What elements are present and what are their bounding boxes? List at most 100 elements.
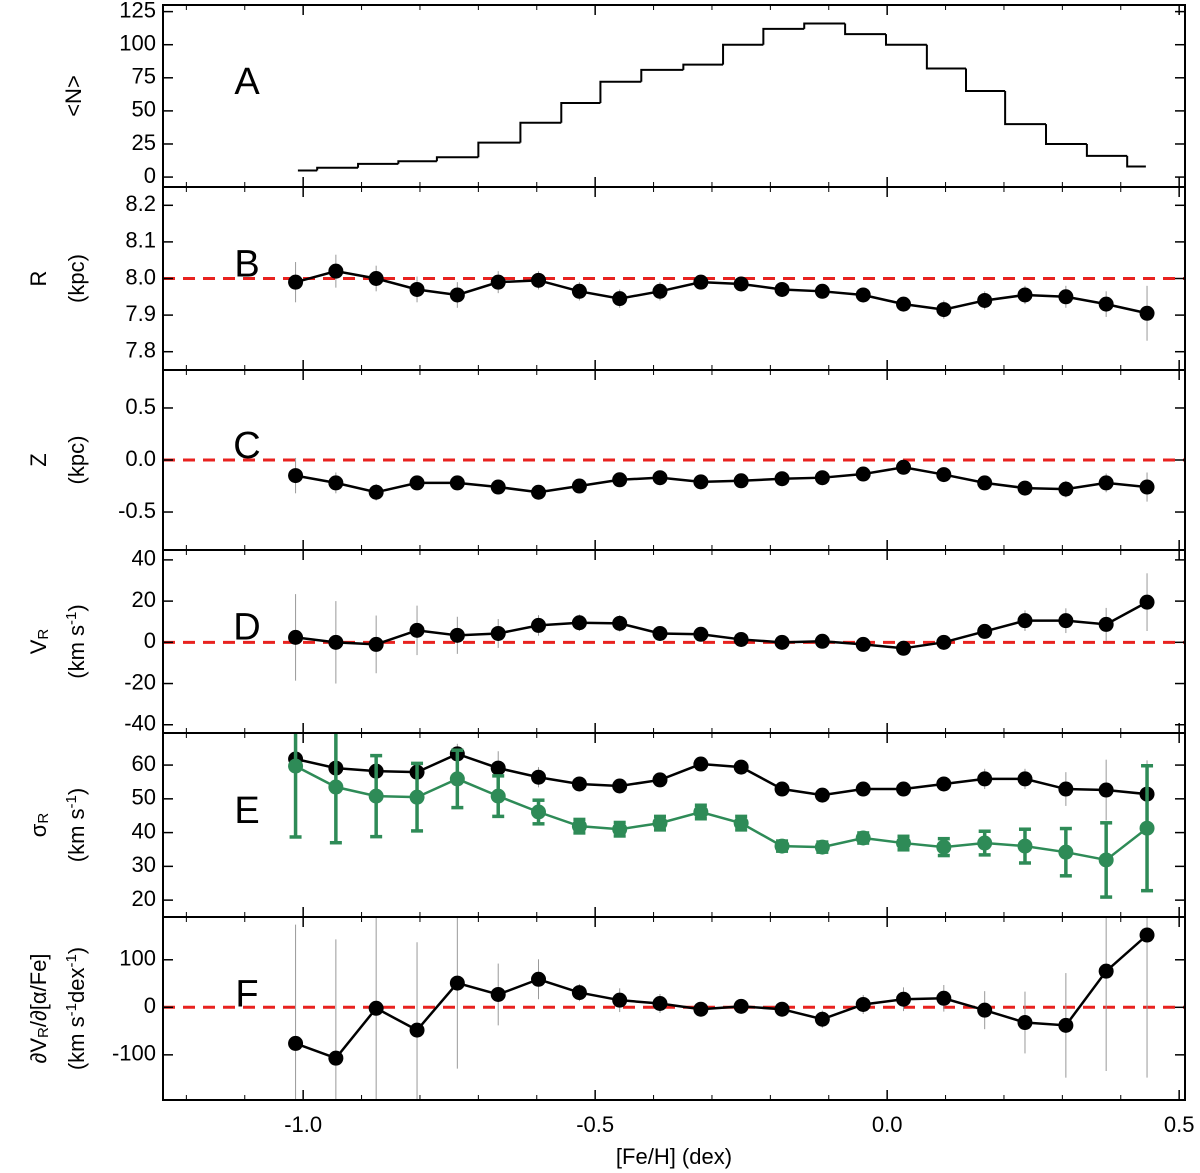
- y-axis-label-part: ): [64, 947, 89, 954]
- data-point: [1139, 820, 1155, 836]
- histogram-step: [477, 141, 521, 158]
- data-point: [1017, 771, 1033, 787]
- data-point: [896, 991, 912, 1007]
- data-point: [774, 634, 790, 650]
- data-point: [1098, 782, 1114, 798]
- data-point: [288, 758, 304, 774]
- x-tick-label: 0.5: [1164, 1112, 1195, 1137]
- data-point: [896, 835, 912, 851]
- data-point: [1017, 1015, 1033, 1031]
- panel-label: A: [234, 61, 260, 103]
- y-axis-label: ∂VR/∂[α/Fe]: [26, 953, 53, 1063]
- data-point: [1098, 963, 1114, 979]
- data-point: [449, 771, 465, 787]
- data-point: [490, 625, 506, 641]
- data-point: [1098, 616, 1114, 632]
- series-line: [294, 764, 1148, 862]
- data-point: [409, 789, 425, 805]
- y-axis-label-part: σ: [26, 823, 51, 837]
- y-axis-label: (kpc): [64, 436, 89, 485]
- y-tick-label: 100: [119, 946, 156, 971]
- y-tick-label: -40: [124, 711, 156, 736]
- histogram-step: [682, 63, 724, 70]
- y-tick-label: 40: [132, 818, 156, 843]
- data-point: [693, 274, 709, 290]
- data-point: [693, 804, 709, 820]
- data-point: [531, 769, 547, 785]
- y-axis-label-part: (kpc): [64, 254, 89, 303]
- data-point: [612, 821, 628, 837]
- x-tick-label: -0.5: [576, 1112, 614, 1137]
- data-point: [855, 781, 871, 797]
- y-axis-label: (kpc): [64, 254, 89, 303]
- y-axis-label: (km s-1): [63, 604, 89, 678]
- histogram-step: [762, 27, 805, 45]
- data-point: [733, 631, 749, 647]
- histogram-step: [397, 160, 437, 164]
- histogram-step: [1126, 155, 1146, 168]
- data-point: [652, 772, 668, 788]
- data-point: [733, 759, 749, 775]
- histogram-step: [1085, 143, 1128, 157]
- data-point: [612, 615, 628, 631]
- histogram-step: [844, 23, 886, 36]
- histogram-step: [722, 43, 764, 65]
- data-point: [855, 996, 871, 1012]
- data-point: [855, 287, 871, 303]
- data-point: [1058, 481, 1074, 497]
- data-point: [571, 478, 587, 494]
- data-point: [814, 470, 830, 486]
- y-axis-label: R: [26, 271, 51, 287]
- y-axis-label-part: -1: [63, 612, 80, 625]
- panel-label: E: [234, 790, 259, 832]
- data-point: [571, 283, 587, 299]
- y-axis-label-part: ): [64, 788, 89, 795]
- data-point: [896, 640, 912, 656]
- data-point: [977, 771, 993, 787]
- data-point: [652, 470, 668, 486]
- data-point: [1017, 480, 1033, 496]
- data-point: [896, 459, 912, 475]
- y-tick-label: 30: [132, 852, 156, 877]
- y-tick-label: 8.1: [125, 228, 156, 253]
- data-point: [693, 756, 709, 772]
- data-point: [409, 475, 425, 491]
- y-axis-label-part: R: [26, 271, 51, 287]
- data-point: [571, 615, 587, 631]
- series-line: [295, 934, 1148, 1060]
- y-tick-label: 7.9: [125, 301, 156, 326]
- series-line: [295, 466, 1148, 494]
- y-axis-label-part: (km s: [64, 808, 89, 862]
- y-tick-label: 50: [132, 785, 156, 810]
- histogram-step: [1004, 91, 1047, 126]
- y-axis-label: σR: [26, 813, 53, 838]
- data-point: [936, 302, 952, 318]
- histogram-step: [357, 162, 399, 168]
- data-point: [531, 272, 547, 288]
- data-point: [1017, 838, 1033, 854]
- y-axis-label-part: R: [35, 813, 52, 824]
- y-axis-label-part: (km s: [64, 625, 89, 679]
- data-point: [1098, 296, 1114, 312]
- data-point: [531, 617, 547, 633]
- y-tick-label: 0: [144, 993, 156, 1018]
- x-axis-label: [Fe/H] (dex): [616, 1144, 732, 1169]
- y-tick-label: 75: [132, 64, 156, 89]
- y-tick-label: 25: [132, 130, 156, 155]
- y-axis-label-part: (km s: [64, 1016, 89, 1070]
- data-point: [774, 281, 790, 297]
- data-point: [1058, 289, 1074, 305]
- data-point: [490, 274, 506, 290]
- panel-frame: [162, 732, 1186, 918]
- y-axis-label-part: Z: [26, 453, 51, 466]
- data-point: [977, 1002, 993, 1018]
- y-tick-label: 40: [132, 546, 156, 571]
- y-tick-label: 8.0: [125, 264, 156, 289]
- histogram-step: [965, 68, 1006, 93]
- data-point: [449, 287, 465, 303]
- data-point: [733, 276, 749, 292]
- y-axis-label-part: R: [35, 1027, 52, 1038]
- histogram-step: [640, 68, 684, 82]
- data-point: [693, 626, 709, 642]
- y-tick-label: 20: [132, 886, 156, 911]
